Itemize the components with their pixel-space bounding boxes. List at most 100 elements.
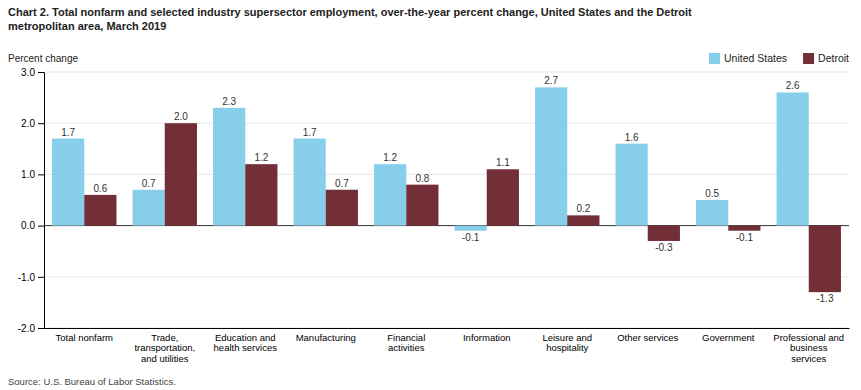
bar <box>616 144 648 226</box>
y-tick-label: 2.0 <box>21 118 35 129</box>
x-tick-label-line: Manufacturing <box>296 332 356 343</box>
data-label: -0.1 <box>736 232 754 243</box>
y-tick: 0.0 <box>21 220 44 231</box>
chart-container: Chart 2. Total nonfarm and selected indu… <box>0 0 861 390</box>
x-tick-label: Financialactivities <box>387 332 425 353</box>
y-axis: -2.0 -1.0 0.0 1.0 2.0 3.0 <box>18 67 45 334</box>
bar <box>84 195 116 226</box>
x-tick-label-line: Financial <box>387 332 425 343</box>
data-label: 2.7 <box>544 75 558 86</box>
bar <box>455 226 487 231</box>
x-tick-label-line: business <box>790 342 828 353</box>
y-tick-mark <box>38 72 44 73</box>
x-tick-label: Professional andbusinessservices <box>773 332 844 364</box>
data-label: 1.2 <box>383 152 397 163</box>
x-tick-label-line: Trade, <box>151 332 178 343</box>
x-tick: Manufacturing <box>296 332 356 343</box>
y-tick: 3.0 <box>21 67 44 78</box>
legend-swatch <box>709 53 720 64</box>
x-tick-label-line: Government <box>702 332 755 343</box>
x-tick-label: Information <box>463 332 511 343</box>
y-axis-line <box>38 73 45 329</box>
grid-line <box>44 276 849 277</box>
data-label: -0.1 <box>462 232 480 243</box>
y-tick-mark <box>38 174 44 175</box>
source: Source: U.S. Bureau of Labor Statistics. <box>8 376 176 387</box>
x-tick-label: Manufacturing <box>296 332 356 343</box>
x-tick-label: Total nonfarm <box>55 332 113 343</box>
bar <box>245 164 277 225</box>
x-axis: Total nonfarm Trade,transportation,and ut… <box>45 329 850 364</box>
bar <box>777 92 809 225</box>
bar <box>133 190 165 226</box>
y-tick-mark <box>38 123 44 124</box>
legend-label: United States <box>724 52 787 64</box>
data-label: 1.1 <box>496 157 510 168</box>
x-tick-label: Trade,transportation,and utilities <box>134 332 195 364</box>
x-tick-label-line: Professional and <box>773 332 844 343</box>
x-tick-label: Other services <box>617 332 678 343</box>
x-tick-label-line: health services <box>214 342 278 353</box>
plot: 1.70.72.31.71.2-0.12.71.60.52.60.62.01.2… <box>18 67 850 364</box>
x-tick-label-line: Information <box>463 332 511 343</box>
bars <box>52 87 841 292</box>
y-axis-title: Percent change <box>8 53 78 64</box>
data-label: 0.5 <box>705 188 719 199</box>
data-label: 0.2 <box>576 203 590 214</box>
data-label: 1.2 <box>254 152 268 163</box>
y-tick-mark <box>38 328 44 329</box>
x-tick: Information <box>463 332 511 343</box>
x-tick-label: Leisure andhospitality <box>542 332 592 353</box>
legend-label: Detroit <box>818 52 849 64</box>
data-label: 0.7 <box>142 178 156 189</box>
grid-line <box>44 72 849 73</box>
legend-item: United States <box>709 52 787 64</box>
x-tick-label-line: Other services <box>617 332 678 343</box>
data-label: 2.6 <box>786 80 800 91</box>
x-tick-label-line: Education and <box>215 332 276 343</box>
x-tick-label: Education andhealth services <box>214 332 278 353</box>
bar <box>165 123 197 225</box>
x-tick-label-line: services <box>791 353 826 364</box>
x-tick-label: Government <box>702 332 755 343</box>
data-label: 0.7 <box>335 178 349 189</box>
bar <box>326 190 358 226</box>
x-tick: Government <box>702 332 755 343</box>
bar <box>374 164 406 225</box>
y-tick: 1.0 <box>21 169 44 180</box>
x-tick-label-line: and utilities <box>141 353 189 364</box>
data-label: 2.3 <box>222 96 236 107</box>
y-tick-mark <box>38 277 44 278</box>
bar <box>809 226 841 293</box>
title-line: Chart 2. Total nonfarm and selected indu… <box>8 6 692 18</box>
x-tick: Trade,transportation,and utilities <box>134 332 195 364</box>
x-tick-label-line: hospitality <box>546 342 588 353</box>
y-tick-label: 0.0 <box>21 220 35 231</box>
bar <box>728 226 760 231</box>
x-axis-line <box>45 328 850 329</box>
data-labels: 1.70.72.31.71.2-0.12.71.60.52.60.62.01.2… <box>61 75 834 304</box>
x-tick: Leisure andhospitality <box>542 332 592 353</box>
x-tick-label-line: transportation, <box>134 342 195 353</box>
bar <box>487 169 519 225</box>
bar <box>213 108 245 226</box>
x-tick: Professional andbusinessservices <box>773 332 844 364</box>
y-tick-mark <box>38 226 44 227</box>
y-tick: -2.0 <box>18 323 44 334</box>
title: Chart 2. Total nonfarm and selected indu… <box>8 6 692 32</box>
grid-line <box>44 328 849 329</box>
y-tick: -1.0 <box>18 272 44 283</box>
chart-svg: Chart 2. Total nonfarm and selected indu… <box>0 0 861 390</box>
y-tick-label: 3.0 <box>21 67 35 78</box>
legend: United States Detroit <box>709 52 849 64</box>
x-tick: Other services <box>617 332 678 343</box>
data-label: 2.0 <box>174 111 188 122</box>
y-tick-label: 1.0 <box>21 169 35 180</box>
x-tick: Education andhealth services <box>214 332 278 353</box>
x-tick-label-line: activities <box>388 342 425 353</box>
bar <box>567 215 599 225</box>
bar <box>648 226 680 241</box>
data-label: 1.6 <box>625 132 639 143</box>
x-tick: Financialactivities <box>387 332 425 353</box>
y-tick-label: -1.0 <box>18 272 36 283</box>
